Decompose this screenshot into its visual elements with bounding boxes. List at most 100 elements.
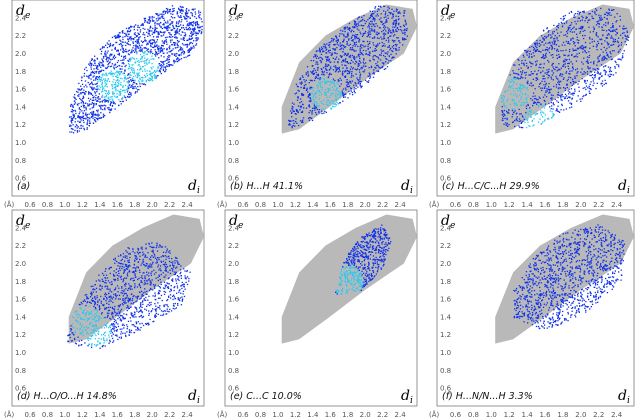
data-point	[141, 80, 143, 82]
data-point	[293, 110, 295, 113]
data-point	[77, 88, 79, 90]
data-point	[593, 82, 595, 84]
data-point	[122, 41, 124, 43]
data-point	[394, 34, 396, 36]
data-point	[98, 71, 101, 73]
data-point	[557, 78, 559, 80]
data-point	[539, 50, 541, 53]
data-point	[191, 42, 194, 45]
data-point	[514, 76, 516, 79]
data-point	[151, 17, 153, 19]
data-point	[323, 103, 325, 105]
data-point	[567, 55, 569, 57]
data-point	[98, 299, 101, 301]
data-point	[118, 90, 120, 93]
data-point	[107, 97, 110, 99]
data-point	[329, 96, 331, 98]
data-point	[158, 45, 160, 47]
data-point	[116, 65, 119, 68]
data-point	[139, 68, 142, 70]
data-point	[525, 74, 527, 76]
data-point	[151, 72, 153, 74]
data-point	[597, 56, 599, 58]
data-point	[111, 58, 114, 60]
data-point	[363, 58, 365, 60]
data-point	[171, 21, 173, 23]
data-point	[102, 73, 104, 75]
data-point	[325, 64, 327, 66]
data-point	[187, 12, 189, 14]
y-tick-label: 1.4	[440, 103, 452, 111]
data-point	[594, 12, 596, 14]
data-point	[330, 54, 332, 57]
data-point	[178, 33, 180, 35]
data-point	[510, 85, 512, 87]
data-point	[330, 82, 332, 84]
data-point	[164, 11, 166, 13]
data-point	[347, 83, 349, 85]
y-tick-label: 0.8	[15, 157, 26, 165]
data-point	[330, 92, 333, 94]
data-point	[534, 114, 536, 116]
data-point	[400, 29, 402, 31]
data-point	[340, 92, 342, 94]
data-point	[91, 113, 93, 115]
data-point	[580, 71, 582, 73]
data-point	[168, 46, 170, 48]
data-point	[403, 32, 405, 34]
data-point	[138, 33, 140, 36]
data-point	[150, 73, 152, 76]
x-tick-label: 1.2	[504, 201, 515, 209]
data-point	[138, 37, 140, 39]
data-point	[128, 53, 130, 56]
data-point	[104, 331, 106, 333]
data-point	[604, 72, 607, 74]
data-point	[143, 272, 145, 274]
data-point	[76, 131, 79, 133]
data-point	[343, 38, 345, 40]
data-point	[164, 12, 167, 14]
data-point	[83, 72, 86, 75]
data-point	[164, 66, 167, 68]
data-point	[159, 17, 161, 19]
data-point	[92, 102, 94, 105]
data-point	[98, 114, 100, 116]
data-point	[107, 91, 110, 93]
data-point	[312, 73, 314, 75]
x-tick-label: 2.2	[593, 201, 604, 209]
data-point	[70, 120, 72, 123]
data-point	[299, 77, 302, 79]
data-point	[561, 25, 564, 28]
data-point	[338, 91, 341, 93]
data-point	[96, 114, 98, 116]
data-point	[93, 114, 96, 116]
data-point	[608, 46, 610, 48]
data-point	[328, 58, 330, 60]
data-point	[108, 268, 110, 270]
data-point	[169, 27, 171, 29]
data-point	[543, 107, 546, 109]
data-point	[96, 84, 98, 87]
data-point	[605, 52, 608, 54]
data-point	[347, 97, 349, 99]
data-point	[561, 99, 563, 101]
data-point	[600, 83, 602, 85]
data-point	[564, 54, 566, 56]
data-point	[344, 28, 347, 30]
data-point	[392, 45, 395, 47]
data-point	[307, 74, 310, 76]
data-point	[90, 68, 92, 70]
data-point	[377, 64, 379, 66]
data-point	[98, 117, 100, 120]
data-point	[339, 55, 342, 57]
fingerprint-panel-b: 0.60.81.01.21.41.61.82.02.22.4(Å) 0.6 0.8 1…	[217, 0, 418, 209]
data-point	[111, 105, 113, 107]
data-point	[604, 40, 606, 42]
data-point	[557, 101, 559, 103]
data-point	[182, 293, 184, 295]
data-point	[156, 36, 158, 38]
data-point	[522, 120, 524, 122]
data-point	[103, 46, 105, 48]
data-point	[110, 73, 112, 76]
data-point	[110, 72, 112, 74]
